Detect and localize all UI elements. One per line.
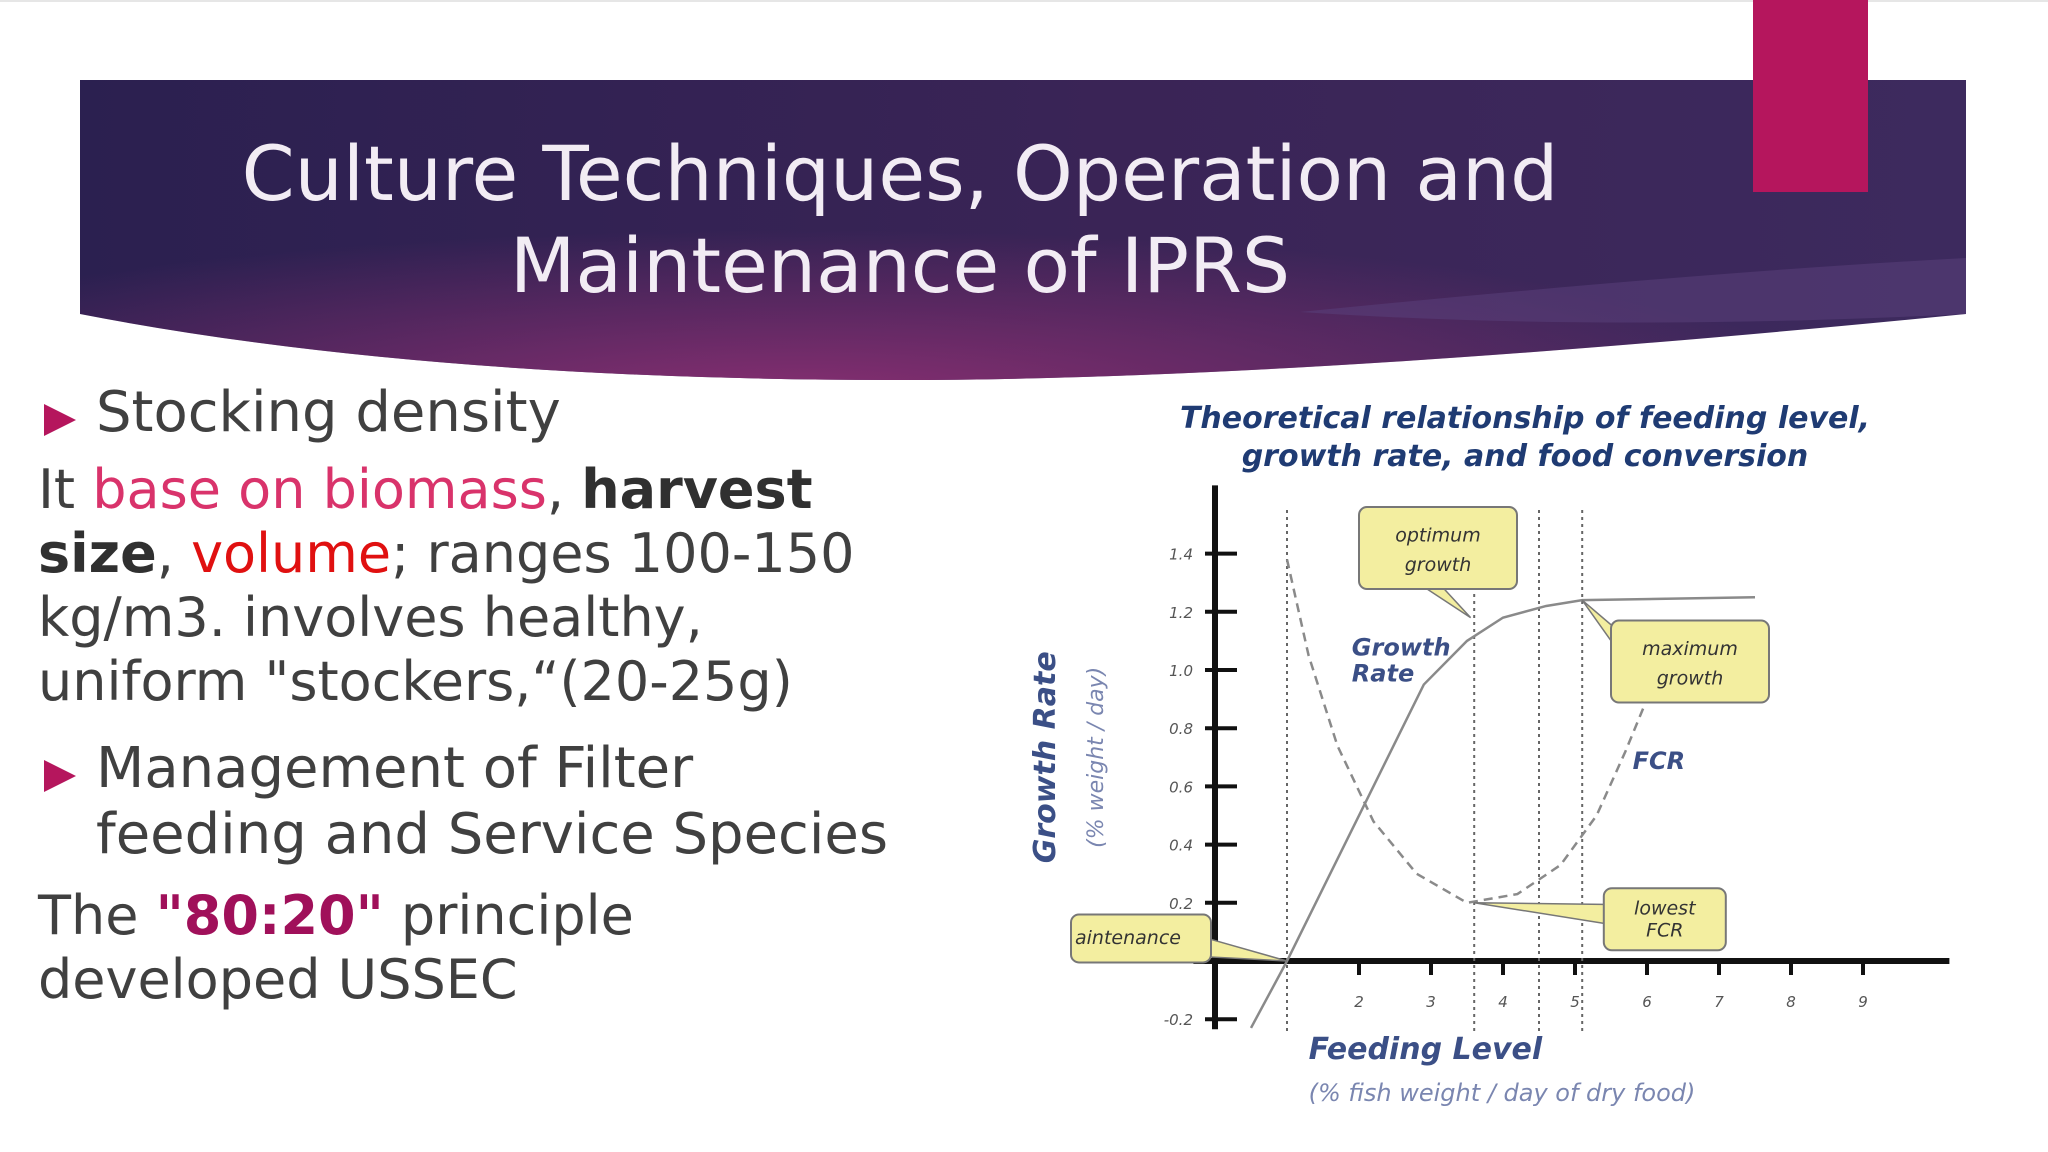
bullet-filter-feeding: Management of Filter feeding and Service…	[38, 736, 918, 868]
y-tick-label: -0.2	[1164, 1011, 1193, 1029]
y-axis-sublabel: (% weight / day)	[1084, 667, 1109, 848]
callout-text: FCR	[1646, 920, 1683, 942]
highlight-80-20: "80:20"	[155, 884, 384, 947]
callout-box	[1070, 913, 1212, 964]
callout-text: growth	[1657, 667, 1724, 689]
x-tick-label: 8	[1786, 993, 1796, 1011]
y-tick-label: 1.0	[1169, 662, 1193, 680]
para-text: It	[38, 458, 93, 521]
y-tick-label: 0.2	[1169, 895, 1193, 913]
y-tick-label: 0.6	[1169, 778, 1193, 796]
bullet-text: Stocking density	[96, 380, 561, 445]
accent-tab	[1753, 0, 1868, 192]
bullet-triangle-icon	[44, 404, 76, 436]
x-tick-label: 2	[1354, 993, 1364, 1011]
growth-rate-label: Growth	[1352, 633, 1451, 661]
callout-pointer	[1474, 902, 1612, 926]
title-banner	[0, 0, 2048, 380]
feeding-chart: Theoretical relationship of feeding leve…	[1000, 378, 1990, 1118]
callout-text: optimum	[1395, 524, 1480, 546]
x-tick-label: 5	[1570, 993, 1580, 1011]
x-tick-label: 3	[1426, 993, 1436, 1011]
growth-rate-label-line2: Rate	[1352, 660, 1414, 688]
highlight-harvest-size: harvest size	[38, 458, 813, 585]
y-tick-label: 1.4	[1169, 546, 1193, 564]
x-tick-label: 4	[1498, 993, 1508, 1011]
slide-title: Culture Techniques, Operation and Mainte…	[150, 128, 1650, 312]
para-text: ; ranges 100-150 kg/m3. involves healthy…	[38, 522, 855, 713]
callout-box	[1602, 887, 1727, 952]
slide-title-line1: Culture Techniques, Operation and	[241, 129, 1559, 218]
fcr-curve	[1285, 559, 1649, 905]
chart-title: Theoretical relationship of feeding leve…	[1180, 401, 1870, 436]
para-text: The	[38, 884, 156, 947]
y-axis-label: Growth Rate	[1028, 651, 1063, 863]
x-tick-label: 6	[1642, 993, 1652, 1011]
bullet-text: Management of Filter feeding and Service…	[96, 736, 889, 867]
callout-text: maximum	[1642, 638, 1738, 660]
slide-title-line2: Maintenance of IPRS	[509, 221, 1291, 310]
x-tick-label: 7	[1714, 993, 1724, 1011]
callout-box	[1610, 619, 1770, 704]
stocking-paragraph: It base on biomass, harvest size, volume…	[38, 458, 918, 714]
para-text: principle developed USSEC	[38, 884, 634, 1011]
callout-text: lowest	[1634, 897, 1697, 919]
bullet-triangle-icon	[44, 760, 76, 792]
chart-svg: Theoretical relationship of feeding leve…	[1028, 401, 1950, 1107]
callout-box	[1358, 506, 1518, 591]
x-axis-sublabel: (% fish weight / day of dry food)	[1309, 1079, 1696, 1107]
content-body: Stocking density It base on biomass, har…	[38, 380, 918, 1012]
para-text: ,	[546, 458, 582, 521]
x-axis-label: Feeding Level	[1309, 1032, 1543, 1067]
highlight-volume: volume	[191, 522, 392, 585]
y-tick-label: 0.4	[1169, 837, 1193, 855]
chart-title-line2: growth rate, and food conversion	[1242, 439, 1809, 474]
highlight-biomass: base on biomass	[92, 458, 547, 521]
y-tick-label: 1.2	[1169, 604, 1193, 622]
fcr-label: FCR	[1633, 747, 1686, 775]
y-tick-label: 0.8	[1169, 720, 1193, 738]
bullet-stocking-density: Stocking density	[38, 380, 918, 446]
callout-text: growth	[1405, 554, 1472, 576]
principle-paragraph: The "80:20" principle developed USSEC	[38, 884, 918, 1012]
callout-text: aintenance	[1075, 927, 1181, 949]
para-text: ,	[156, 522, 174, 585]
x-tick-label: 9	[1858, 993, 1868, 1011]
callout-pointer	[1199, 935, 1288, 962]
growth-rate-curve	[1249, 596, 1756, 1029]
